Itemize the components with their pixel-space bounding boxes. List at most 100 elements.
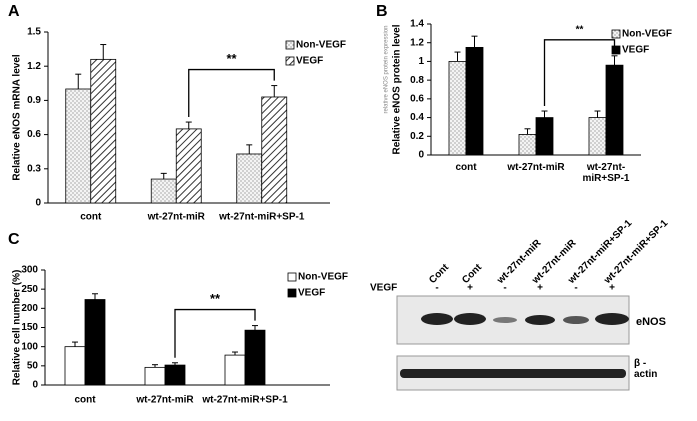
x-tick-label: wt-27nt-miR [147,212,206,223]
y-tick-label: 100 [21,341,38,352]
y-tick-label: 0.2 [410,131,424,142]
y-tick-label: 0.8 [410,75,424,86]
y-axis-overlay: relative eNOS protein expression [384,25,390,113]
band [525,315,555,325]
bar [236,153,263,204]
legend-swatch [287,272,297,282]
row-label-box: β -actin [634,358,658,380]
bar [605,64,624,156]
y-tick-label: 0.6 [27,129,41,140]
y-tick-label: 0.4 [410,112,424,123]
x-tick-label: wt-27nt-miR+SP-1 [582,162,630,184]
significance-label: ** [576,24,584,35]
treatment-sign: + [467,283,473,294]
bar [84,299,106,386]
bar [518,134,537,156]
legend-swatch [287,288,297,298]
bar [535,117,554,156]
bar [90,58,117,204]
lane-label: wt-27nt-miR+SP-1 [566,218,635,287]
y-tick-label: 1 [418,56,424,67]
y-tick-label: 200 [21,303,38,314]
band [421,313,453,325]
x-tick-label: cont [455,162,477,173]
bar [64,346,86,386]
y-tick-label: 1.2 [410,37,424,48]
y-tick-label: 0.9 [27,95,41,106]
bar [65,88,92,204]
bar [261,96,288,204]
y-tick-label: 1.5 [27,27,41,38]
treatment-sign: - [435,283,438,294]
lane-label: Cont [427,262,451,286]
x-tick-label: cont [74,395,96,406]
y-axis-label: Relative cell number (%) [12,270,23,386]
bar [164,364,186,386]
y-tick-label: 0 [35,198,41,209]
y-axis-label: Relative eNOS protein level [392,24,403,154]
bar [244,329,266,386]
legend-label: Non-VEGF [298,272,348,283]
y-tick-label: 0 [32,380,38,391]
y-tick-label: 0 [418,150,424,161]
bar [448,61,467,156]
bands [400,313,629,378]
band [454,313,486,325]
x-tick-label-box: wt-27nt-miR+SP-1 [582,162,630,184]
bar [144,366,166,386]
row-label: eNOS [636,316,666,328]
band [400,369,626,378]
lane-label: wt-27nt-miR+SP-1 [602,218,671,287]
y-tick-label: 1.2 [27,61,41,72]
y-tick-label: 250 [21,284,38,295]
significance-bracket [188,68,275,118]
x-tick-label: wt-27nt-miR+SP-1 [218,212,305,223]
y-axis-label: Relative eNOS mRNA level [12,54,23,181]
legend-label: Non-VEGF [622,29,672,40]
panel-letter: C [8,231,20,248]
treatment-label: VEGF [370,283,397,294]
band [493,317,517,323]
treatment-sign: + [609,283,615,294]
y-tick-label: 150 [21,322,38,333]
band [595,313,629,325]
legend-label: VEGF [622,45,649,56]
significance-bracket [174,308,256,358]
y-tick-label: 50 [27,360,39,371]
treatment-sign: - [503,283,506,294]
legend-swatch [285,56,295,66]
x-tick-label-box: cont [455,162,477,173]
band [563,316,589,324]
panel-letter: A [8,3,20,20]
x-tick-label: wt-27nt-miR+SP-1 [201,395,288,406]
western-blot [396,295,630,391]
row-label: β -actin [634,358,658,380]
bar [588,117,607,156]
legend-label: Non-VEGF [296,40,346,51]
y-tick-label: 0.3 [27,163,41,174]
x-tick-label: wt-27nt-miR [507,162,565,173]
y-tick-label: 300 [21,265,38,276]
legend-label: VEGF [296,56,323,67]
legend-swatch [285,40,295,50]
legend-swatch [611,29,621,39]
bar [150,178,177,204]
x-tick-label: cont [80,212,102,223]
legend-swatch [611,45,621,55]
x-tick-label-box: wt-27nt-miR [507,162,565,173]
significance-label: ** [210,291,221,306]
significance-bracket [543,39,616,107]
y-tick-label: 1.4 [410,19,424,30]
bar [224,354,246,386]
bar [175,128,202,204]
treatment-sign: - [574,283,577,294]
panel-letter: B [376,3,388,20]
treatment-sign: + [537,283,543,294]
legend-label: VEGF [298,288,325,299]
y-tick-label: 0.6 [410,93,424,104]
significance-label: ** [226,51,237,66]
x-tick-label: wt-27nt-miR [135,395,194,406]
bar [465,46,484,156]
